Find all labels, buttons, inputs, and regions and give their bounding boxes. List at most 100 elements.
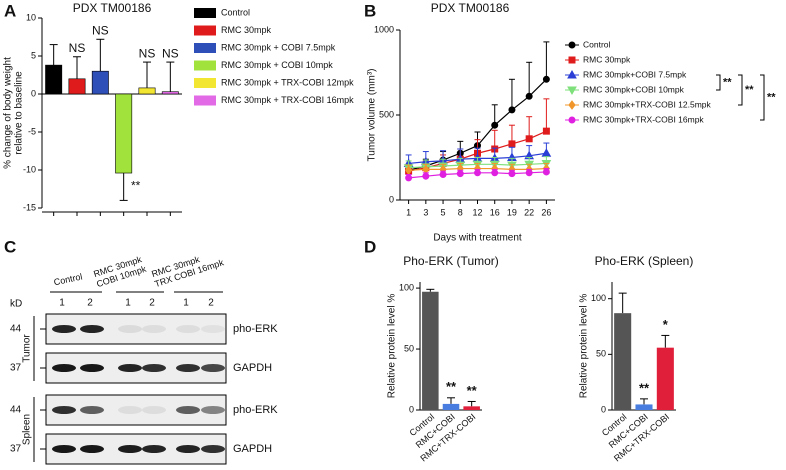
tissue-label: Tumor bbox=[22, 334, 33, 363]
y-tick-label: 10 bbox=[26, 12, 36, 22]
bracket bbox=[738, 74, 743, 106]
y-tick-label: -5 bbox=[28, 126, 36, 136]
bracket bbox=[760, 74, 765, 121]
legend-label: RMC 30mpk+TRX-COBI 16mpk bbox=[583, 114, 704, 124]
bar bbox=[161, 91, 179, 95]
y-tick-label: 0 bbox=[389, 194, 394, 204]
data-point bbox=[508, 140, 516, 148]
x-tick-label: 26 bbox=[541, 207, 551, 217]
panel-letter: B bbox=[364, 1, 376, 20]
x-tick-label: 19 bbox=[507, 207, 517, 217]
blot-band bbox=[176, 364, 200, 372]
legend-label: RMC 30mpk+COBI 10mpk bbox=[583, 84, 685, 94]
legend-label: RMC 30mpk + TRX-COBI 16mpk bbox=[221, 95, 354, 105]
bar bbox=[45, 64, 63, 95]
bracket bbox=[716, 74, 721, 91]
data-point bbox=[508, 170, 516, 178]
y-axis-label: Relative protein level % bbox=[387, 294, 398, 399]
data-point bbox=[542, 168, 550, 176]
bar bbox=[614, 313, 632, 410]
legend-label: Control bbox=[583, 39, 611, 49]
data-point bbox=[508, 106, 516, 114]
y-axis-label: relative to baseline bbox=[14, 71, 25, 155]
y-tick-label: 0 bbox=[409, 404, 414, 414]
chart-title: Pho-ERK (Spleen) bbox=[595, 254, 694, 268]
bar bbox=[68, 78, 86, 95]
significance-label: * bbox=[663, 317, 669, 332]
x-tick-label: 3 bbox=[423, 207, 428, 217]
panel-letter: C bbox=[4, 237, 16, 256]
data-point bbox=[405, 174, 413, 182]
legend-label: RMC 30mpk + COBI 10mpk bbox=[221, 60, 333, 70]
blot-band bbox=[80, 445, 104, 453]
legend-swatch bbox=[194, 60, 216, 71]
blot-band bbox=[176, 406, 200, 414]
x-axis-label: Days with treatment bbox=[433, 233, 522, 244]
y-tick-label: 500 bbox=[379, 109, 394, 119]
significance-label: ** bbox=[131, 179, 141, 193]
bar bbox=[91, 70, 109, 95]
legend-label: RMC 30mpk+COBI 7.5mpk bbox=[583, 69, 687, 79]
blot-band bbox=[52, 364, 76, 372]
blot-band bbox=[142, 406, 166, 414]
y-axis-label: Tumor volume (mm³) bbox=[367, 69, 378, 162]
blot-band bbox=[80, 364, 104, 372]
data-point bbox=[542, 75, 550, 83]
blot-band bbox=[118, 325, 142, 333]
legend-label: RMC 30mpk + TRX-COBI 12mpk bbox=[221, 77, 354, 87]
mw-marker: 37 bbox=[10, 363, 22, 374]
y-tick-label: 50 bbox=[596, 349, 606, 359]
significance-label: ** bbox=[446, 379, 457, 394]
legend-marker bbox=[568, 41, 576, 49]
bar bbox=[442, 403, 460, 410]
legend-swatch bbox=[194, 78, 216, 88]
legend-swatch bbox=[194, 43, 216, 53]
significance-label: ** bbox=[467, 383, 478, 398]
significance-label: ** bbox=[639, 380, 650, 395]
significance-label: NS bbox=[69, 41, 86, 55]
lane-label: 1 bbox=[183, 298, 189, 309]
blot-band bbox=[80, 325, 104, 333]
lane-label: 2 bbox=[208, 298, 214, 309]
data-point bbox=[525, 135, 533, 143]
bar bbox=[422, 291, 439, 410]
y-tick-label: 100 bbox=[399, 282, 414, 292]
significance-label: NS bbox=[162, 46, 179, 60]
x-tick-label: 5 bbox=[441, 207, 446, 217]
legend-label: RMC 30mpk bbox=[221, 25, 272, 35]
x-tick-label: 16 bbox=[490, 207, 500, 217]
legend-label: Control bbox=[221, 7, 250, 17]
kd-label: kD bbox=[10, 299, 22, 310]
y-tick-label: 0 bbox=[31, 88, 36, 98]
y-axis-label: % change of body weight bbox=[3, 57, 14, 169]
bar bbox=[115, 93, 133, 174]
blot-band bbox=[201, 445, 225, 453]
y-tick-label: 1000 bbox=[374, 24, 394, 34]
significance-label: NS bbox=[92, 23, 109, 37]
y-tick-label: 50 bbox=[404, 343, 414, 353]
mw-marker: 37 bbox=[10, 444, 22, 455]
data-point bbox=[525, 92, 533, 100]
bar bbox=[463, 406, 480, 410]
group-label: Control bbox=[53, 271, 83, 287]
blot-band bbox=[118, 364, 142, 372]
row-label: GAPDH bbox=[233, 443, 272, 455]
chart-title: PDX TM00186 bbox=[431, 1, 510, 15]
legend-marker bbox=[567, 86, 577, 96]
chart-title: Pho-ERK (Tumor) bbox=[403, 254, 499, 268]
blot-band bbox=[52, 406, 76, 414]
blot-band bbox=[201, 406, 225, 414]
legend-label: RMC 30mpk+TRX-COBI 12.5mpk bbox=[583, 99, 712, 109]
blot-band bbox=[176, 445, 200, 453]
mw-marker: 44 bbox=[10, 324, 22, 335]
legend-marker bbox=[567, 69, 577, 79]
chart-title: PDX TM00186 bbox=[73, 1, 152, 15]
lane-label: 1 bbox=[59, 298, 65, 309]
row-label: pho-ERK bbox=[233, 323, 278, 335]
bar bbox=[656, 347, 674, 410]
legend-swatch bbox=[194, 25, 216, 36]
legend-swatch bbox=[194, 95, 216, 106]
blot-band bbox=[52, 445, 76, 453]
data-point bbox=[491, 121, 499, 129]
